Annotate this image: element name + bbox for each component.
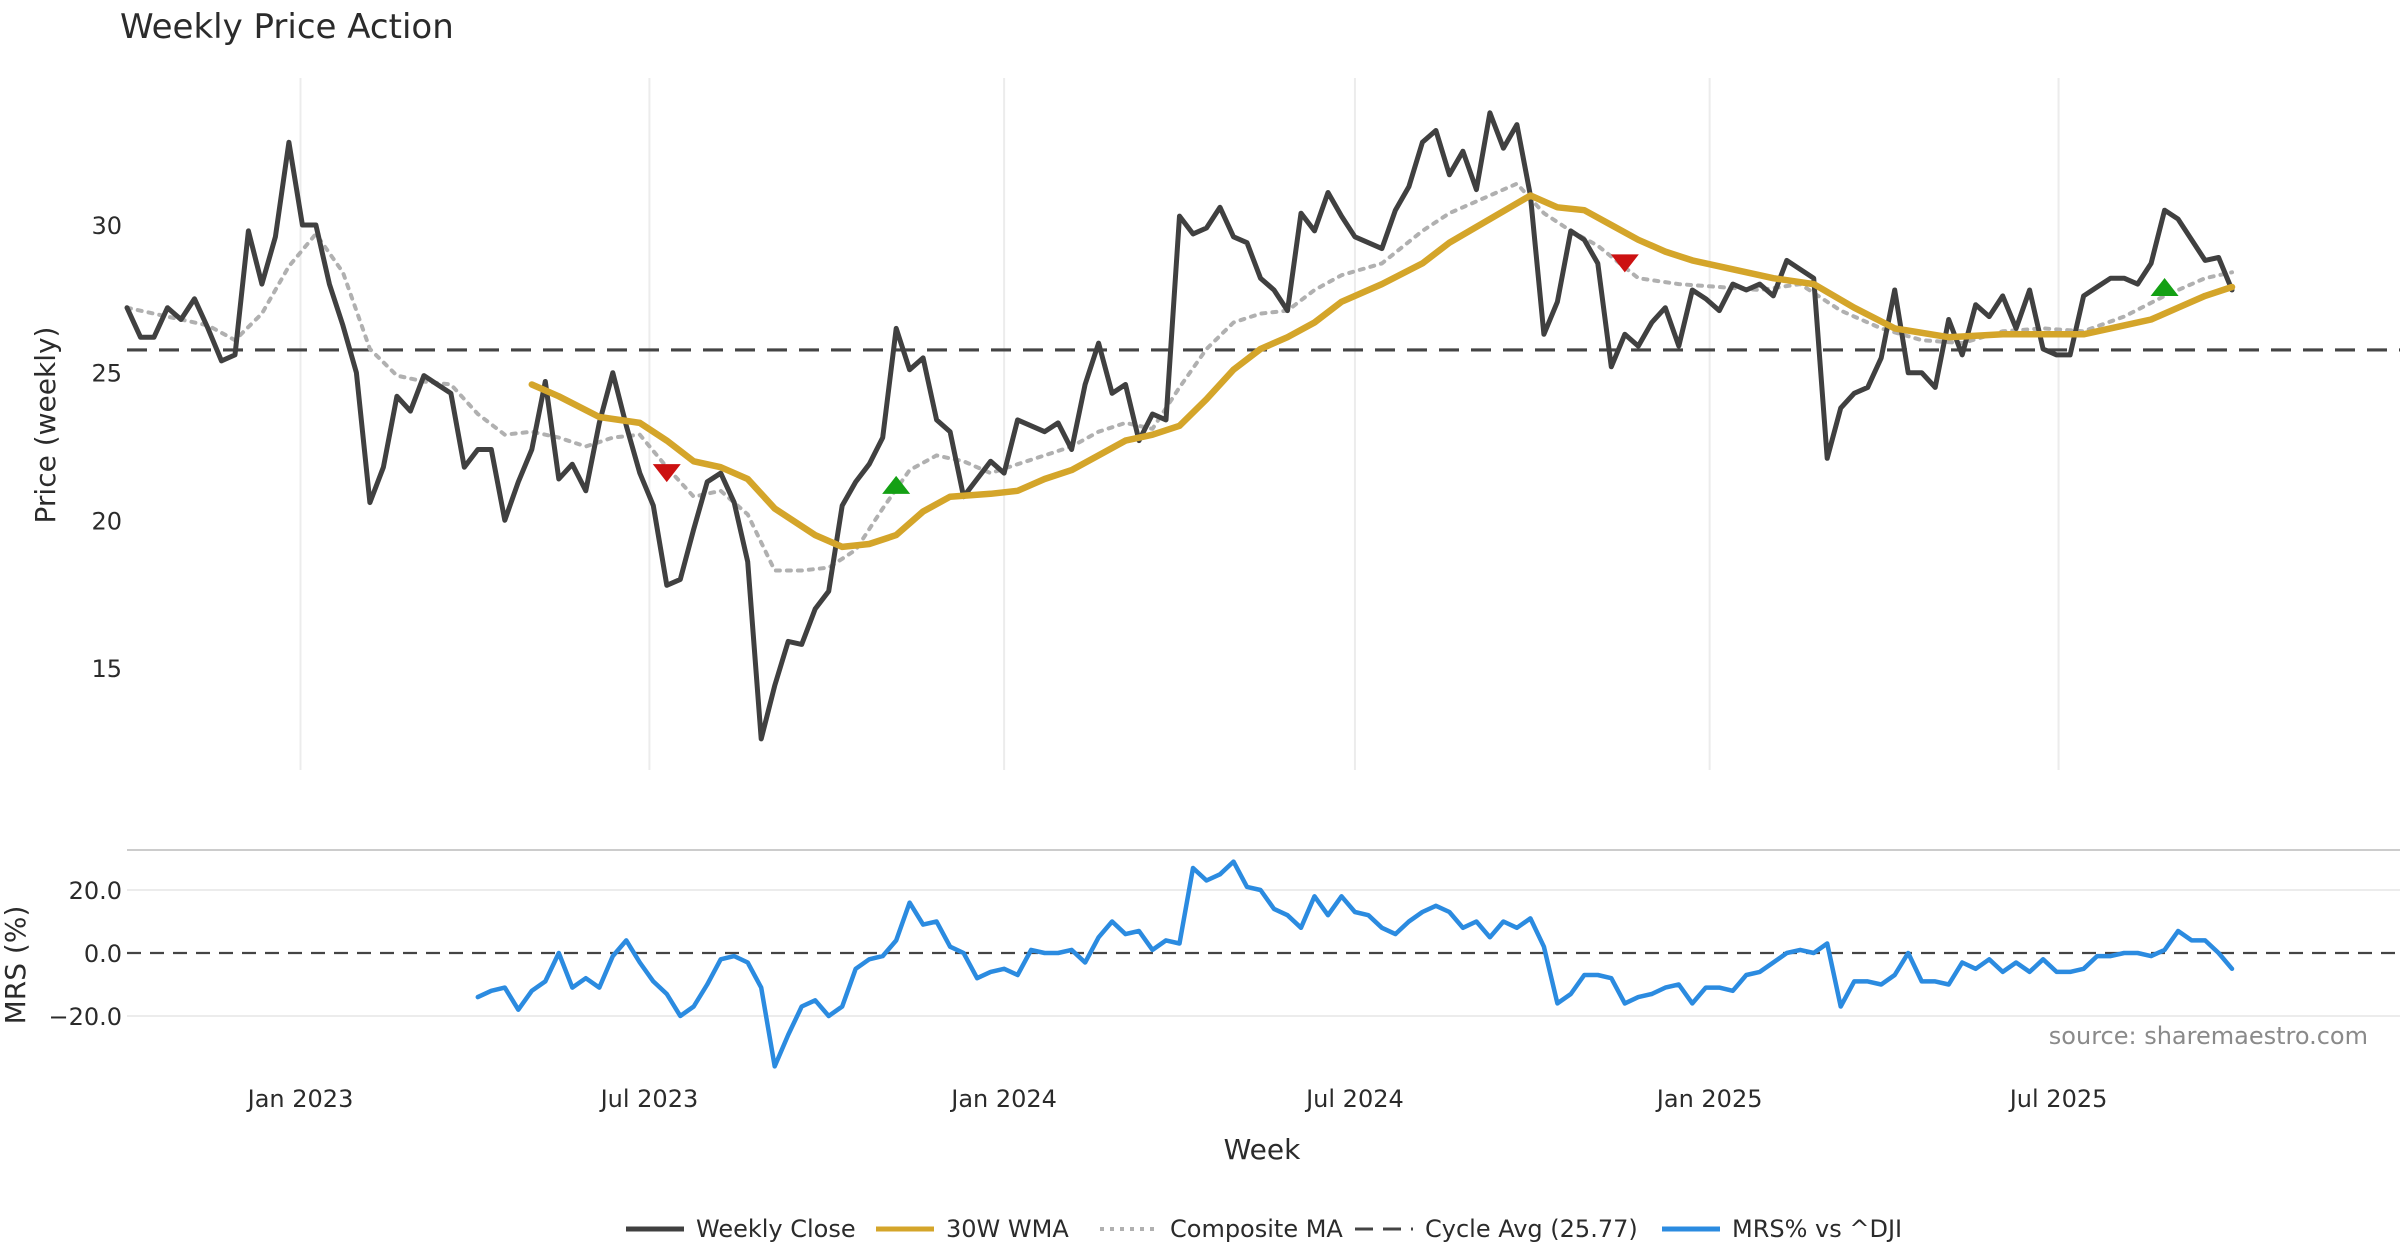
- source-note: source: sharemaestro.com: [2049, 1022, 2368, 1050]
- x-tick-label: Jan 2023: [246, 1085, 354, 1113]
- x-tick-label: Jan 2025: [1655, 1085, 1763, 1113]
- x-tick-label: Jul 2024: [1304, 1085, 1404, 1113]
- price-y-tick-label: 20: [91, 507, 122, 535]
- legend-label: Cycle Avg (25.77): [1425, 1215, 1638, 1243]
- x-ticks: Jan 2023 Jul 2023 Jan 2024 Jul 2024 Jan 2025…: [246, 1085, 2108, 1113]
- wma-30w-line: [528, 192, 2236, 551]
- x-axis-label: Week: [1224, 1133, 1301, 1166]
- legend: Weekly Close 30W WMA Composite MA Cycle Avg…: [626, 1215, 1902, 1243]
- legend-label: 30W WMA: [946, 1215, 1069, 1243]
- buy-signal-marker: [2150, 278, 2179, 297]
- mrs-y-tick-label: 20.0: [69, 877, 122, 905]
- sell-signal-marker: [1610, 254, 1639, 273]
- price-y-tick-label: 30: [91, 212, 122, 240]
- x-tick-label: Jul 2025: [2008, 1085, 2108, 1113]
- legend-label: Composite MA: [1170, 1215, 1343, 1243]
- price-y-axis-label: Price (weekly): [29, 327, 62, 524]
- mrs-line: [475, 859, 2235, 1069]
- weekly-close-line: [124, 110, 2235, 742]
- legend-label: Weekly Close: [696, 1215, 856, 1243]
- chart-title: Weekly Price Action: [120, 7, 454, 47]
- mrs-panel: 20.0 0.0 −20.0: [48, 849, 2400, 1069]
- mrs-y-axis-label: MRS (%): [0, 906, 32, 1025]
- mrs-y-tick-label: −20.0: [48, 1003, 122, 1031]
- grid: [299, 78, 2060, 770]
- sell-signal-marker: [652, 464, 681, 483]
- price-panel: 30 25 20 15: [91, 110, 2400, 742]
- price-y-tick-label: 25: [91, 360, 122, 388]
- price-y-tick-label: 15: [91, 655, 122, 683]
- legend-label: MRS% vs ^DJI: [1732, 1215, 1902, 1243]
- mrs-y-tick-label: 0.0: [84, 940, 122, 968]
- buy-signal-marker: [882, 475, 911, 494]
- x-tick-label: Jul 2023: [599, 1085, 699, 1113]
- x-tick-label: Jan 2024: [949, 1085, 1057, 1113]
